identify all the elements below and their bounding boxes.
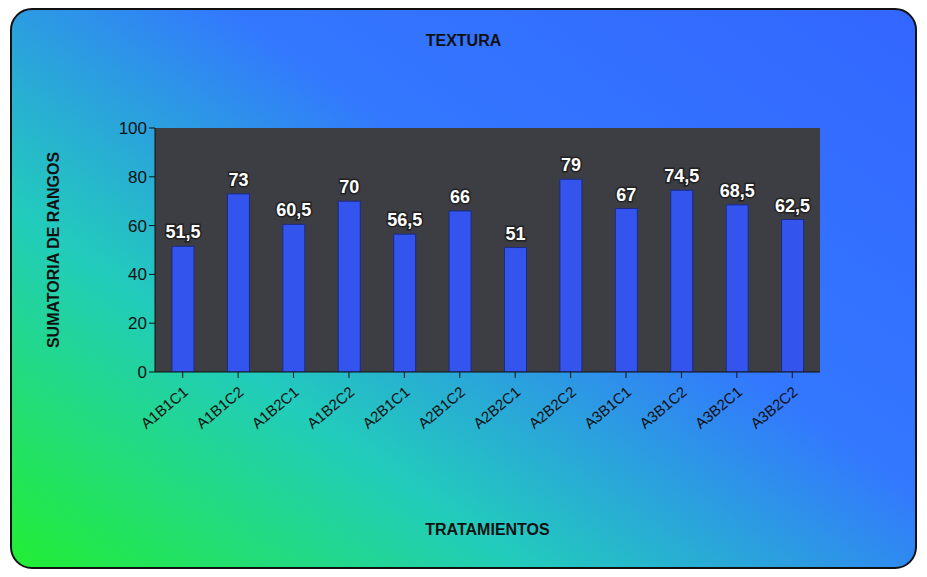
svg-text:79: 79 xyxy=(561,155,581,175)
svg-text:A3B2C2: A3B2C2 xyxy=(747,383,801,432)
svg-text:60,5: 60,5 xyxy=(276,200,311,220)
svg-text:70: 70 xyxy=(339,177,359,197)
svg-text:TRATAMIENTOS: TRATAMIENTOS xyxy=(425,521,550,538)
svg-text:73: 73 xyxy=(228,170,248,190)
svg-text:A1B2C2: A1B2C2 xyxy=(304,383,358,432)
svg-text:A3B1C1: A3B1C1 xyxy=(581,383,635,432)
svg-text:A1B1C2: A1B1C2 xyxy=(193,383,247,432)
svg-text:62,5: 62,5 xyxy=(775,196,810,216)
svg-text:A2B2C2: A2B2C2 xyxy=(525,383,579,432)
svg-text:0: 0 xyxy=(138,363,147,382)
svg-text:80: 80 xyxy=(128,168,147,187)
svg-text:A3B2C1: A3B2C1 xyxy=(692,383,746,432)
svg-text:67: 67 xyxy=(616,185,636,205)
svg-text:A2B2C1: A2B2C1 xyxy=(470,383,524,432)
svg-text:40: 40 xyxy=(128,265,147,284)
svg-text:SUMATORIA DE RANGOS: SUMATORIA DE RANGOS xyxy=(45,152,62,348)
svg-text:51: 51 xyxy=(505,224,525,244)
svg-text:A1B2C1: A1B2C1 xyxy=(248,383,302,432)
svg-text:100: 100 xyxy=(119,119,147,138)
svg-text:56,5: 56,5 xyxy=(387,210,422,230)
svg-text:A2B1C2: A2B1C2 xyxy=(414,383,468,432)
svg-text:20: 20 xyxy=(128,314,147,333)
svg-text:A2B1C1: A2B1C1 xyxy=(359,383,413,432)
svg-text:51,5: 51,5 xyxy=(165,222,200,242)
svg-text:A3B1C2: A3B1C2 xyxy=(636,383,690,432)
html-text:TEXTURA: TEXTURA xyxy=(425,32,502,49)
svg-text:66: 66 xyxy=(450,187,470,207)
svg-text:74,5: 74,5 xyxy=(664,166,699,186)
svg-text:60: 60 xyxy=(128,217,147,236)
svg-text:68,5: 68,5 xyxy=(720,181,755,201)
svg-text:A1B1C1: A1B1C1 xyxy=(137,383,191,432)
